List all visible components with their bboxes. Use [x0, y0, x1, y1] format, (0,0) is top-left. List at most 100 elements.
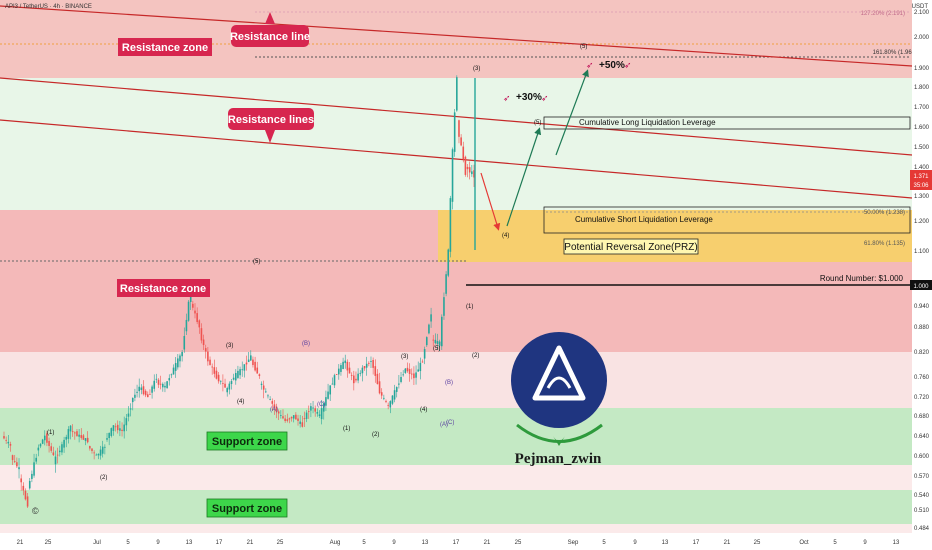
candle-body: [393, 390, 396, 400]
drop-arrow: [480, 172, 501, 231]
candle-body: [410, 373, 413, 375]
candle-body: [41, 439, 44, 444]
candle-body: [177, 358, 179, 368]
candle-body: [164, 385, 166, 388]
price-tick-label: 1.400: [914, 165, 930, 171]
candle-body: [48, 441, 50, 446]
candle-body: [18, 467, 20, 470]
candle-body: [200, 328, 203, 341]
candle-body: [63, 439, 65, 448]
wave-count-label: (B): [302, 341, 310, 347]
candle-body: [159, 383, 162, 385]
time-tick-label: 21: [17, 540, 24, 546]
candle-body: [365, 363, 368, 368]
candle-body: [329, 385, 332, 395]
candle-body: [280, 415, 282, 416]
wave-count-label: (4): [420, 407, 427, 413]
candle-body: [108, 432, 110, 439]
candle-body: [438, 341, 441, 346]
candle-body: [258, 374, 261, 377]
chart-symbol-title: API3 / TetherUS · 4h · BINANCE: [5, 4, 92, 10]
candle-body: [134, 394, 136, 398]
candle-body: [398, 383, 400, 385]
wave-count-label: (5): [433, 346, 440, 352]
candle-body: [406, 367, 409, 372]
candle-body: [104, 446, 106, 448]
candle-body: [460, 137, 462, 146]
time-tick-label: 25: [515, 540, 522, 546]
candle-body: [192, 303, 194, 308]
candle-body: [123, 424, 125, 432]
candle-body: [451, 149, 454, 202]
candle-body: [468, 167, 471, 173]
candle-body: [140, 387, 143, 390]
price-tick-label: 2.000: [914, 35, 930, 41]
price-tick-label: 0.720: [914, 395, 930, 401]
author-name: Pejman_zwin: [515, 451, 602, 467]
candle-body: [166, 381, 168, 389]
candle-body: [26, 496, 29, 507]
support-zone-upper-band: [0, 408, 912, 465]
candle-body: [237, 370, 239, 378]
support-zone-upper-label-bg: [206, 431, 288, 451]
gain-50-rocket-right: ➶: [624, 60, 632, 70]
candle-body: [337, 368, 340, 375]
candle-body: [170, 374, 173, 376]
price-tick-label: 0.600: [914, 454, 930, 460]
resistance-lines-label-bg: [228, 108, 314, 130]
candle-body: [425, 337, 428, 346]
wave-count-label: (A): [440, 422, 448, 428]
light-red-band: [0, 352, 912, 408]
candle-body: [262, 385, 265, 390]
candle-body: [273, 404, 276, 408]
time-tick-label: 5: [833, 540, 837, 546]
candle-body: [389, 401, 392, 408]
candle-body: [146, 394, 149, 398]
time-tick-label: 13: [662, 540, 669, 546]
candle-body: [368, 362, 370, 364]
wave-count-label: (C): [446, 420, 454, 426]
price-tick-label: 1.100: [914, 249, 930, 255]
candle-body: [54, 456, 57, 465]
candle-body: [282, 416, 284, 419]
wave-5b-label: (5): [580, 44, 587, 50]
candle-body: [344, 360, 347, 364]
candle-body: [67, 429, 70, 439]
candle-body: [219, 380, 222, 382]
price-axis[interactable]: [912, 0, 932, 533]
wave-4-label: (4): [502, 233, 509, 239]
candle-body: [35, 457, 37, 462]
candle-body: [432, 339, 435, 341]
resistance-line-label-bg: [231, 25, 309, 47]
fib-618-label: 61.80% (1.135): [864, 241, 905, 247]
candle-body: [142, 386, 145, 395]
time-axis[interactable]: [0, 533, 932, 550]
candle-body: [82, 435, 85, 440]
prz-label: Potential Reversal Zone(PRZ): [564, 242, 697, 253]
round-number-label: Round Number: $1.000: [820, 274, 904, 283]
candle-body: [207, 351, 209, 362]
candle-body: [430, 314, 432, 322]
last-price-value: 1.371: [913, 174, 929, 180]
candle-body: [136, 391, 138, 393]
candle-body: [378, 381, 381, 394]
price-tick-label: 0.680: [914, 414, 930, 420]
candle-body: [355, 378, 357, 381]
candle-body: [458, 120, 460, 137]
candle-body: [342, 361, 344, 370]
price-tick-label: 1.600: [914, 125, 930, 131]
candle-body: [172, 367, 175, 375]
wave-count-label: (C): [317, 402, 325, 408]
candle-body: [9, 444, 12, 446]
candle-body: [473, 170, 475, 178]
candle-body: [363, 366, 366, 369]
time-tick-label: 21: [724, 540, 731, 546]
candle-body: [269, 398, 271, 400]
short-liquidation-box: [543, 206, 911, 234]
candle-body: [119, 428, 121, 431]
author-logo-heart-icon: [553, 436, 565, 446]
candle-body: [359, 372, 362, 374]
time-tick-label: 25: [45, 540, 52, 546]
wave-count-label: (3): [226, 343, 233, 349]
